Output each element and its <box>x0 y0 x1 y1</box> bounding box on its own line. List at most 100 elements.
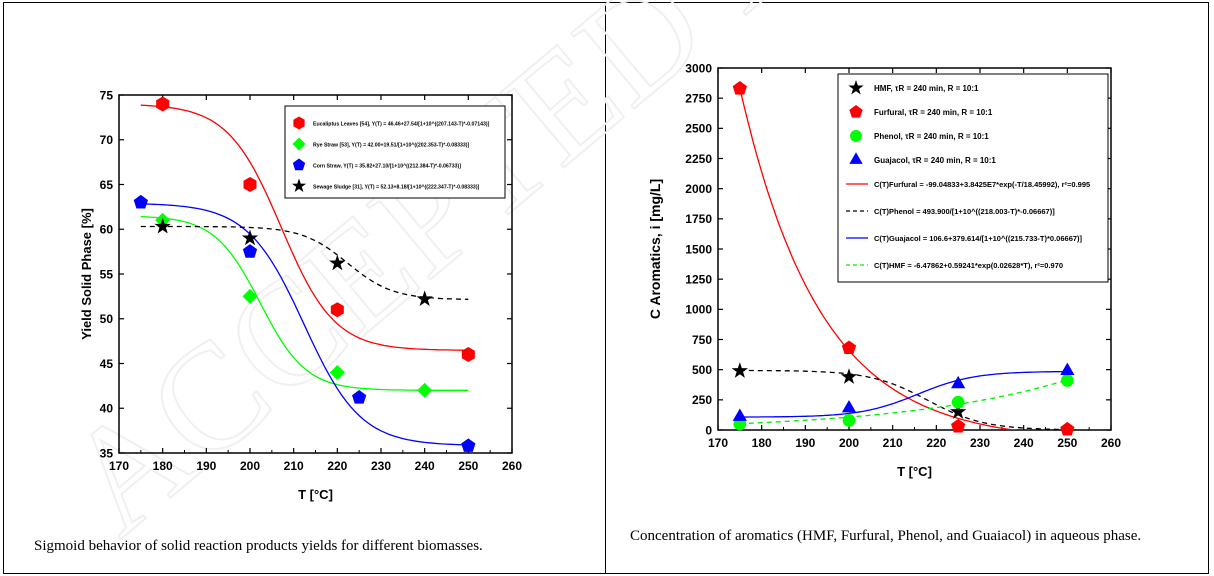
right-fit-curve-2 <box>739 370 1068 418</box>
left-y-tick-label: 40 <box>100 402 114 416</box>
right-x-tick-label: 180 <box>752 436 772 450</box>
right-legend-fit-label-2: C(T)Guajacol = 106.6+379.614/[1+10^((215… <box>874 234 1083 243</box>
right-x-tick-label: 250 <box>1057 436 1077 450</box>
left-legend-box <box>284 105 506 199</box>
right-legend-label-3: Guajacol, τR = 240 min, R = 10:1 <box>874 156 996 165</box>
right-y-tick-label: 1000 <box>685 303 712 317</box>
right-series-0-point <box>731 362 749 378</box>
right-legend-box <box>837 73 1109 283</box>
right-legend-marker-0 <box>848 79 864 95</box>
right-legend-fit-label-1: C(T)Phenol = 493.900/[1+10^((218.003-T)*… <box>874 207 1055 216</box>
right-y-tick-label: 2250 <box>685 152 712 166</box>
right-fit-curve-0 <box>739 87 1018 430</box>
left-legend-marker-0 <box>293 116 305 130</box>
left-series-2-point <box>352 390 367 404</box>
left-fit-curve-0 <box>140 104 469 351</box>
right-series-1-point <box>732 81 747 95</box>
left-series-3-point <box>154 217 171 234</box>
right-series-3-point <box>732 408 747 421</box>
right-x-tick-label: 210 <box>883 436 903 450</box>
left-series-2-point <box>242 244 258 258</box>
left-x-tick-label: 210 <box>284 459 304 473</box>
right-y-tick-label: 500 <box>692 363 712 377</box>
left-series-2-point <box>133 194 148 209</box>
left-series-1-point <box>417 382 433 398</box>
right-x-tick-label: 230 <box>970 436 990 450</box>
left-y-tick-label: 55 <box>100 267 114 281</box>
figure-frame <box>3 2 1209 574</box>
left-x-tick-label: 250 <box>458 459 478 473</box>
right-series-3-point <box>951 375 966 389</box>
left-y-tick-label: 35 <box>100 446 114 460</box>
left-x-tick-label: 200 <box>240 459 260 473</box>
left-series-1-point <box>242 288 258 304</box>
left-series-0-point <box>330 302 344 318</box>
left-fit-curve-3 <box>140 225 469 300</box>
right-y-tick-label: 2750 <box>685 91 712 105</box>
left-legend-marker-3 <box>291 178 307 193</box>
left-series-0-point <box>461 347 475 363</box>
left-y-tick-label: 45 <box>100 357 114 371</box>
left-series-2-point <box>461 438 476 452</box>
right-series-1-point <box>951 418 966 433</box>
right-legend-marker-1 <box>849 105 863 118</box>
right-x-tick-label: 260 <box>1101 436 1121 450</box>
right-x-tick-label: 200 <box>839 436 859 450</box>
right-y-tick-label: 1250 <box>685 272 712 286</box>
right-legend-marker-2 <box>850 130 862 142</box>
right-legend-marker-3 <box>849 152 863 164</box>
left-chart: 170 180 190 200 210 220 230 240 250 260 35 40 45 50 55… <box>79 88 522 502</box>
right-fit-curve-1 <box>739 369 1068 430</box>
left-x-axis-label: T [°C] <box>298 487 333 502</box>
left-y-tick-label: 75 <box>100 88 114 102</box>
right-series-0-point <box>840 368 858 384</box>
right-y-tick-label: 0 <box>705 423 712 437</box>
right-legend-label-1: Furfural, τR = 240 min, R = 10:1 <box>874 108 993 117</box>
right-fit-curve-3 <box>739 379 1068 425</box>
left-x-tick-label: 260 <box>502 459 522 473</box>
left-y-tick-label: 60 <box>100 223 114 237</box>
left-x-tick-label: 230 <box>371 459 391 473</box>
right-legend-fit-label-0: C(T)Furfural = -99.04833+3.8425E7*exp(-T… <box>874 180 1090 189</box>
left-x-tick-label: 170 <box>109 459 129 473</box>
right-x-axis-label: T [°C] <box>897 464 932 479</box>
right-series-1-point <box>1060 421 1075 436</box>
left-caption: Sigmoid behavior of solid reaction produ… <box>34 538 483 554</box>
left-x-tick-label: 220 <box>327 459 347 473</box>
left-series-3-point <box>416 290 433 307</box>
right-caption: Concentration of aromatics (HMF, Furfura… <box>630 528 1142 544</box>
right-y-tick-label: 250 <box>692 393 712 407</box>
left-legend-marker-1 <box>292 137 306 151</box>
left-series-3-point <box>329 254 346 271</box>
left-y-axis-label: Yield Solid Phase [%] <box>79 208 94 340</box>
right-chart-group: 170 180 190 200 210 220 230 240 250 260 0 250 500 750… <box>647 61 1121 479</box>
right-y-tick-label: 1750 <box>685 212 712 226</box>
right-chart: 170 180 190 200 210 220 230 240 250 260 0 250 500 750… <box>647 61 1121 479</box>
left-series-1-point <box>329 364 345 380</box>
left-x-tick-label: 190 <box>196 459 216 473</box>
right-legend-fit-label-3: C(T)HMF = -6.47862+0.59241*exp(0.02628*T… <box>874 261 1063 270</box>
right-y-tick-label: 2500 <box>685 122 712 136</box>
right-series-3-point <box>1060 362 1075 376</box>
right-y-tick-label: 3000 <box>685 61 712 75</box>
right-y-tick-label: 1500 <box>685 242 712 256</box>
panel-divider <box>605 2 606 574</box>
right-y-tick-label: 750 <box>692 333 712 347</box>
left-legend-marker-2 <box>292 158 306 171</box>
left-series-0-point <box>156 96 170 112</box>
left-series-3-point <box>241 229 259 246</box>
right-x-tick-label: 220 <box>926 436 946 450</box>
right-series-2-point <box>1060 374 1074 387</box>
right-legend-label-2: Phenol, τR = 240 min, R = 10:1 <box>874 132 989 141</box>
left-x-tick-label: 180 <box>153 459 173 473</box>
left-legend-label-0: Eucaliptus Leaves [54], Y(T) = 46.46+27.… <box>313 122 490 128</box>
right-series-3-point <box>841 400 857 413</box>
left-y-tick-label: 50 <box>100 312 114 326</box>
right-series-1-point <box>841 340 857 355</box>
left-fit-curve-1 <box>140 215 469 391</box>
left-x-tick-label: 240 <box>415 459 435 473</box>
right-x-tick-label: 190 <box>795 436 815 450</box>
left-y-tick-label: 70 <box>100 133 114 147</box>
right-legend-label-0: HMF, τR = 240 min, R = 10:1 <box>874 84 979 93</box>
left-legend-label-1: Rye Straw [53], Y(T) = 42.00+19.51/[1+10… <box>313 143 469 149</box>
